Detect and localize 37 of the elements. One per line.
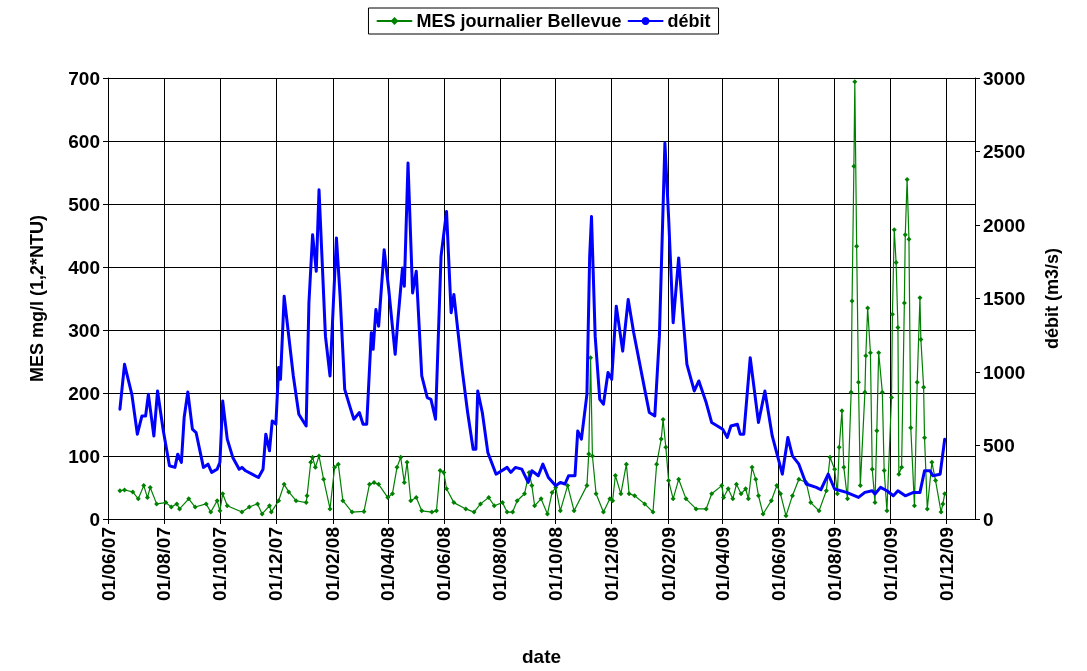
x-tick-label: 01/06/08 bbox=[433, 527, 455, 601]
y2-tick-label: 500 bbox=[983, 435, 1015, 456]
x-tick-label: 01/12/09 bbox=[936, 527, 958, 601]
x-tick-label: 01/08/08 bbox=[489, 527, 511, 601]
y-tick-label: 300 bbox=[68, 319, 100, 341]
y2-axis-title: débit (m3/s) bbox=[1042, 247, 1062, 350]
y-tick-label: 100 bbox=[68, 445, 100, 467]
legend-label: débit bbox=[667, 11, 711, 31]
x-tick-label: 01/12/07 bbox=[265, 527, 287, 601]
x-tick-label: 01/10/07 bbox=[209, 527, 231, 601]
x-tick-label: 01/08/09 bbox=[824, 527, 846, 601]
x-tick-label: 01/12/08 bbox=[601, 527, 623, 601]
x-axis-title: date bbox=[521, 646, 562, 667]
x-tick-label: 01/08/07 bbox=[153, 527, 175, 601]
y-axis-title: MES mg/l (1,2*NTU) bbox=[27, 214, 47, 383]
x-tick-label: 01/06/07 bbox=[97, 527, 119, 601]
x-tick-label: 01/10/08 bbox=[545, 527, 567, 601]
x-tick-label: 01/04/09 bbox=[712, 527, 734, 601]
y2-tick-label: 3000 bbox=[983, 67, 1026, 89]
x-tick-label: 01/04/08 bbox=[377, 527, 399, 601]
y-tick-label: 500 bbox=[68, 193, 100, 215]
y2-tick-label: 2000 bbox=[983, 214, 1026, 236]
y2-tick-label: 0 bbox=[983, 508, 994, 530]
line-series bbox=[118, 141, 947, 499]
y-tick-label: 400 bbox=[68, 256, 100, 278]
y2-tick-label: 1000 bbox=[983, 361, 1026, 383]
y2-tick-label: 2500 bbox=[983, 141, 1026, 162]
x-tick-label: 01/06/09 bbox=[768, 527, 790, 601]
x-tick-label: 01/02/09 bbox=[658, 527, 680, 601]
x-tick-label: 01/02/08 bbox=[322, 527, 344, 601]
y-tick-label: 0 bbox=[89, 508, 100, 530]
y-tick-label: 600 bbox=[68, 130, 100, 152]
y-tick-label: 700 bbox=[68, 67, 100, 89]
y2-tick-label: 1500 bbox=[983, 288, 1026, 309]
x-tick-label: 01/10/09 bbox=[880, 527, 902, 601]
legend-label: MES journalier Bellevue bbox=[416, 11, 622, 31]
y-tick-label: 200 bbox=[68, 382, 100, 404]
